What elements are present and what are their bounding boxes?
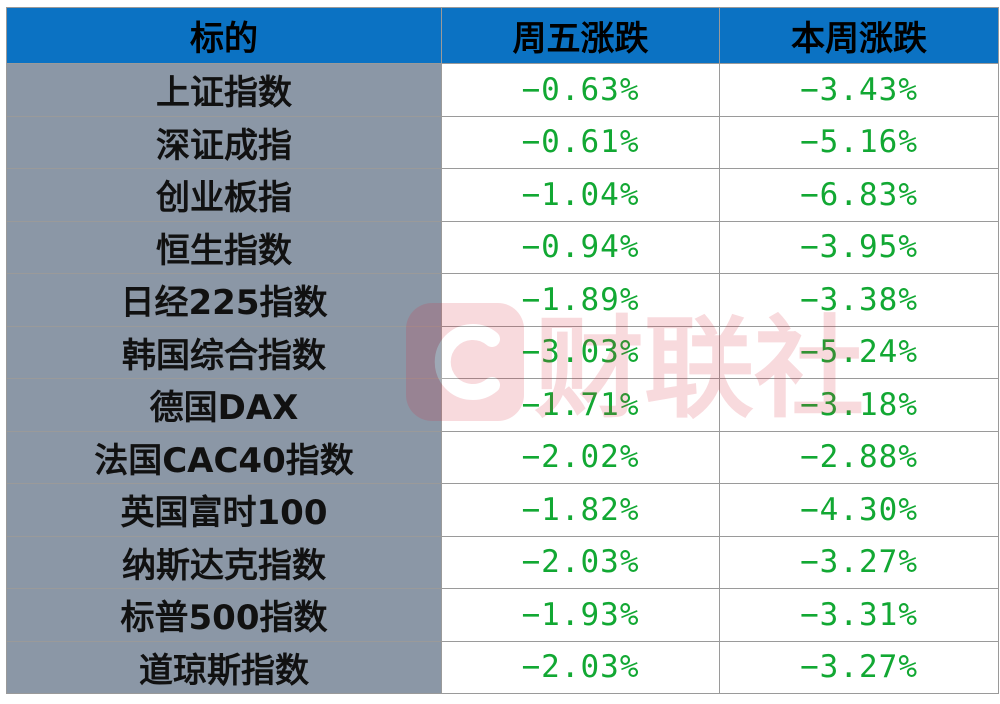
- weekly-change-value: −5.24%: [719, 325, 999, 379]
- weekly-change-value: −5.16%: [719, 115, 999, 169]
- index-name: 韩国综合指数: [6, 325, 442, 379]
- friday-change-value: −3.03%: [441, 325, 720, 379]
- friday-change-value: −1.89%: [441, 273, 720, 327]
- weekly-change-value: −2.88%: [719, 430, 999, 484]
- table-row: 德国DAX −1.71% −3.18%: [6, 378, 999, 432]
- index-name: 深证成指: [6, 115, 442, 169]
- index-name: 日经225指数: [6, 273, 442, 327]
- friday-change-value: −1.82%: [441, 483, 720, 537]
- table-row: 恒生指数 −0.94% −3.95%: [6, 220, 999, 274]
- weekly-change-value: −3.43%: [719, 63, 999, 117]
- header-friday-change: 周五涨跌: [441, 7, 720, 64]
- weekly-change-value: −3.95%: [719, 220, 999, 274]
- friday-change-value: −2.03%: [441, 640, 720, 694]
- friday-change-value: −2.03%: [441, 535, 720, 589]
- market-performance-table: 标的 周五涨跌 本周涨跌 上证指数 −0.63% −3.43% 深证成指 −0.…: [6, 7, 999, 694]
- table-row: 深证成指 −0.61% −5.16%: [6, 115, 999, 169]
- market-table-container: 标的 周五涨跌 本周涨跌 上证指数 −0.63% −3.43% 深证成指 −0.…: [6, 7, 999, 694]
- friday-change-value: −1.71%: [441, 378, 720, 432]
- index-name: 道琼斯指数: [6, 640, 442, 694]
- header-weekly-change: 本周涨跌: [719, 7, 999, 64]
- table-row: 日经225指数 −1.89% −3.38%: [6, 273, 999, 327]
- table-body: 上证指数 −0.63% −3.43% 深证成指 −0.61% −5.16% 创业…: [6, 63, 999, 694]
- index-name: 德国DAX: [6, 378, 442, 432]
- weekly-change-value: −3.31%: [719, 588, 999, 642]
- weekly-change-value: −4.30%: [719, 483, 999, 537]
- weekly-change-value: −3.27%: [719, 640, 999, 694]
- friday-change-value: −1.04%: [441, 168, 720, 222]
- index-name: 标普500指数: [6, 588, 442, 642]
- table-row: 标普500指数 −1.93% −3.31%: [6, 588, 999, 642]
- friday-change-value: −0.63%: [441, 63, 720, 117]
- table-header-row: 标的 周五涨跌 本周涨跌: [6, 7, 999, 64]
- friday-change-value: −0.94%: [441, 220, 720, 274]
- friday-change-value: −1.93%: [441, 588, 720, 642]
- table-row: 法国CAC40指数 −2.02% −2.88%: [6, 430, 999, 484]
- index-name: 创业板指: [6, 168, 442, 222]
- table-row: 道琼斯指数 −2.03% −3.27%: [6, 640, 999, 694]
- weekly-change-value: −3.38%: [719, 273, 999, 327]
- index-name: 上证指数: [6, 63, 442, 117]
- table-row: 韩国综合指数 −3.03% −5.24%: [6, 325, 999, 379]
- index-name: 恒生指数: [6, 220, 442, 274]
- table-row: 纳斯达克指数 −2.03% −3.27%: [6, 535, 999, 589]
- header-instrument: 标的: [6, 7, 442, 64]
- table-row: 上证指数 −0.63% −3.43%: [6, 63, 999, 117]
- weekly-change-value: −3.18%: [719, 378, 999, 432]
- index-name: 纳斯达克指数: [6, 535, 442, 589]
- weekly-change-value: −3.27%: [719, 535, 999, 589]
- index-name: 英国富时100: [6, 483, 442, 537]
- weekly-change-value: −6.83%: [719, 168, 999, 222]
- friday-change-value: −0.61%: [441, 115, 720, 169]
- table-row: 英国富时100 −1.82% −4.30%: [6, 483, 999, 537]
- table-row: 创业板指 −1.04% −6.83%: [6, 168, 999, 222]
- index-name: 法国CAC40指数: [6, 430, 442, 484]
- friday-change-value: −2.02%: [441, 430, 720, 484]
